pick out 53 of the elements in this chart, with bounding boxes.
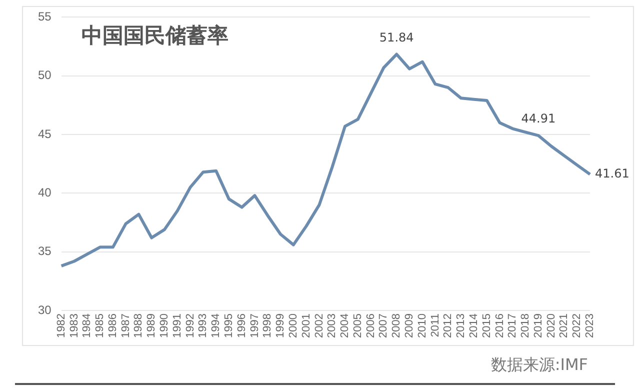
x-tick-label: 1998: [262, 314, 274, 338]
x-tick-label: 2013: [455, 314, 468, 338]
x-tick-label: 2019: [532, 314, 544, 338]
x-tick-label: 2012: [442, 314, 454, 338]
x-tick-label: 2021: [558, 314, 570, 338]
y-tick-label: 30: [38, 302, 52, 317]
x-tick-label: 1996: [236, 314, 248, 338]
x-tick-label: 1992: [184, 314, 196, 338]
x-tick-label: 1988: [132, 314, 145, 338]
x-tick-label: 2006: [364, 314, 377, 338]
x-tick-label: 2018: [520, 314, 532, 338]
x-tick-label: 2001: [300, 314, 312, 338]
x-tick-label: 1985: [94, 314, 106, 338]
x-tick-label: 1984: [81, 314, 94, 338]
x-tick-label: 2020: [545, 314, 558, 338]
x-tick-label: 2003: [326, 314, 338, 338]
data-label: 41.61: [595, 166, 630, 180]
x-tick-label: 2017: [506, 314, 519, 338]
x-tick-label: 2011: [429, 314, 442, 338]
x-tick-label: 2010: [416, 314, 428, 338]
x-tick-label: 1997: [248, 314, 261, 338]
x-tick-label: 1987: [120, 314, 132, 338]
x-tick-label: 2004: [339, 314, 352, 338]
y-tick-label: 50: [38, 68, 52, 82]
x-tick-label: 1982: [55, 314, 68, 338]
y-tick-label: 35: [38, 244, 52, 258]
x-tick-label: 2005: [352, 314, 364, 338]
x-tick-label: 1991: [171, 314, 184, 338]
x-tick-label: 2007: [378, 314, 390, 338]
x-tick-label: 2002: [313, 314, 326, 338]
data-label: 51.84: [379, 30, 414, 44]
x-tick-label: 2000: [287, 314, 300, 338]
x-tick-label: 1986: [106, 314, 119, 338]
x-tick-label: 2023: [584, 314, 596, 338]
x-tick-label: 1995: [223, 314, 235, 338]
data-label: 44.91: [521, 112, 556, 126]
x-tick-label: 2008: [390, 314, 403, 338]
x-tick-label: 2014: [468, 314, 480, 338]
x-tick-label: 2016: [494, 314, 506, 338]
x-tick-label: 1983: [68, 314, 80, 338]
x-tick-label: 1994: [210, 314, 222, 338]
x-tick-label: 1990: [158, 314, 171, 338]
x-tick-label: 2009: [404, 314, 416, 338]
x-tick-label: 1999: [274, 314, 287, 338]
y-tick-label: 40: [38, 186, 52, 200]
source-note: 数据来源:IMF: [490, 355, 588, 376]
x-tick-label: 1989: [146, 314, 158, 338]
x-tick-label: 2022: [571, 314, 584, 338]
y-tick-label: 45: [38, 126, 52, 141]
y-tick-label: 55: [38, 10, 52, 24]
x-tick-label: 1993: [197, 314, 210, 338]
x-tick-label: 2015: [480, 314, 493, 338]
chart-title: 中国国民储蓄率: [81, 24, 228, 48]
